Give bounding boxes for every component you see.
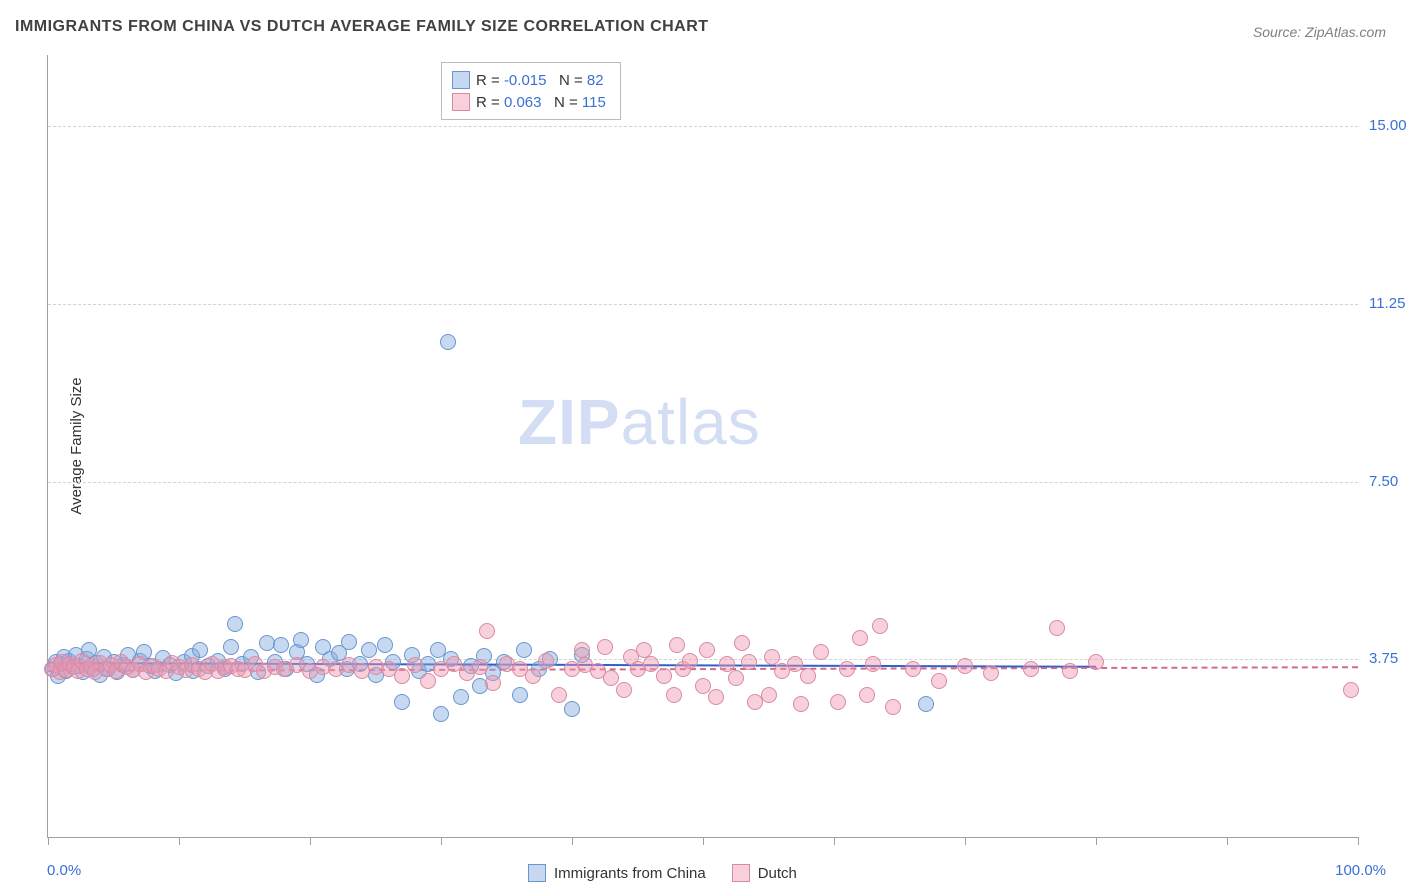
data-point-dutch: [603, 670, 619, 686]
legend-row-dutch: R = 0.063 N = 115: [452, 91, 606, 113]
data-point-dutch: [538, 653, 554, 669]
data-point-china: [361, 642, 377, 658]
data-point-china: [273, 637, 289, 653]
y-tick-label: 3.75: [1369, 650, 1398, 667]
data-point-dutch: [800, 668, 816, 684]
data-point-china: [440, 334, 456, 350]
legend-swatch: [452, 71, 470, 89]
data-point-china: [227, 616, 243, 632]
data-point-china: [564, 701, 580, 717]
legend-swatch: [732, 864, 750, 882]
data-point-dutch: [525, 668, 541, 684]
data-point-dutch: [394, 668, 410, 684]
data-point-china: [341, 634, 357, 650]
data-point-china: [433, 706, 449, 722]
data-point-dutch: [1088, 654, 1104, 670]
data-point-dutch: [761, 687, 777, 703]
data-point-dutch: [551, 687, 567, 703]
x-tick: [1227, 837, 1228, 845]
data-point-dutch: [839, 661, 855, 677]
data-point-dutch: [479, 623, 495, 639]
data-point-dutch: [656, 668, 672, 684]
data-point-dutch: [616, 682, 632, 698]
data-point-dutch: [852, 630, 868, 646]
data-point-dutch: [666, 687, 682, 703]
grid-line: [48, 126, 1358, 127]
data-point-dutch: [872, 618, 888, 634]
x-tick: [965, 837, 966, 845]
x-axis-max-label: 100.0%: [1335, 862, 1386, 879]
data-point-dutch: [885, 699, 901, 715]
data-point-china: [453, 689, 469, 705]
data-point-dutch: [1049, 620, 1065, 636]
x-tick: [703, 837, 704, 845]
series-legend: Immigrants from China Dutch: [528, 864, 797, 882]
chart-container: { "title": "IMMIGRANTS FROM CHINA VS DUT…: [0, 0, 1406, 892]
data-point-dutch: [931, 673, 947, 689]
data-point-dutch: [741, 654, 757, 670]
data-point-dutch: [764, 649, 780, 665]
data-point-dutch: [734, 635, 750, 651]
data-point-china: [192, 642, 208, 658]
data-point-dutch: [719, 656, 735, 672]
data-point-china: [223, 639, 239, 655]
data-point-dutch: [472, 659, 488, 675]
data-point-dutch: [643, 656, 659, 672]
data-point-dutch: [859, 687, 875, 703]
y-tick-label: 11.25: [1369, 295, 1405, 312]
x-tick: [310, 837, 311, 845]
x-tick: [572, 837, 573, 845]
data-point-china: [516, 642, 532, 658]
data-point-dutch: [1023, 661, 1039, 677]
legend-label: Immigrants from China: [554, 865, 706, 882]
x-tick: [48, 837, 49, 845]
data-point-dutch: [407, 657, 423, 673]
data-point-dutch: [574, 642, 590, 658]
data-point-dutch: [793, 696, 809, 712]
y-tick-label: 7.50: [1369, 473, 1398, 490]
data-point-china: [394, 694, 410, 710]
grid-line: [48, 482, 1358, 483]
data-point-dutch: [699, 642, 715, 658]
legend-swatch: [528, 864, 546, 882]
data-point-dutch: [1343, 682, 1359, 698]
data-point-dutch: [787, 656, 803, 672]
data-point-dutch: [597, 639, 613, 655]
watermark: ZIPatlas: [518, 385, 761, 459]
legend-row-china: R = -0.015 N = 82: [452, 69, 606, 91]
data-point-dutch: [485, 675, 501, 691]
data-point-china: [918, 696, 934, 712]
plot-area: ZIPatlas: [47, 55, 1358, 838]
x-tick: [1358, 837, 1359, 845]
data-point-china: [512, 687, 528, 703]
data-point-dutch: [669, 637, 685, 653]
data-point-dutch: [682, 653, 698, 669]
x-tick: [179, 837, 180, 845]
x-tick: [441, 837, 442, 845]
data-point-dutch: [728, 670, 744, 686]
correlation-legend: R = -0.015 N = 82R = 0.063 N = 115: [441, 62, 621, 120]
data-point-dutch: [865, 656, 881, 672]
legend-label: Dutch: [758, 865, 797, 882]
data-point-dutch: [983, 665, 999, 681]
source-attribution: Source: ZipAtlas.com: [1253, 24, 1386, 40]
grid-line: [48, 304, 1358, 305]
legend-item-dutch: Dutch: [732, 864, 797, 882]
data-point-china: [377, 637, 393, 653]
chart-title: IMMIGRANTS FROM CHINA VS DUTCH AVERAGE F…: [15, 18, 709, 36]
data-point-dutch: [420, 673, 436, 689]
x-tick: [1096, 837, 1097, 845]
data-point-dutch: [830, 694, 846, 710]
data-point-dutch: [957, 658, 973, 674]
y-tick-label: 15.00: [1369, 117, 1406, 134]
data-point-dutch: [708, 689, 724, 705]
legend-item-china: Immigrants from China: [528, 864, 706, 882]
x-tick: [834, 837, 835, 845]
data-point-dutch: [905, 661, 921, 677]
data-point-dutch: [813, 644, 829, 660]
data-point-china: [293, 632, 309, 648]
legend-swatch: [452, 93, 470, 111]
data-point-dutch: [1062, 663, 1078, 679]
x-axis-min-label: 0.0%: [47, 862, 81, 879]
